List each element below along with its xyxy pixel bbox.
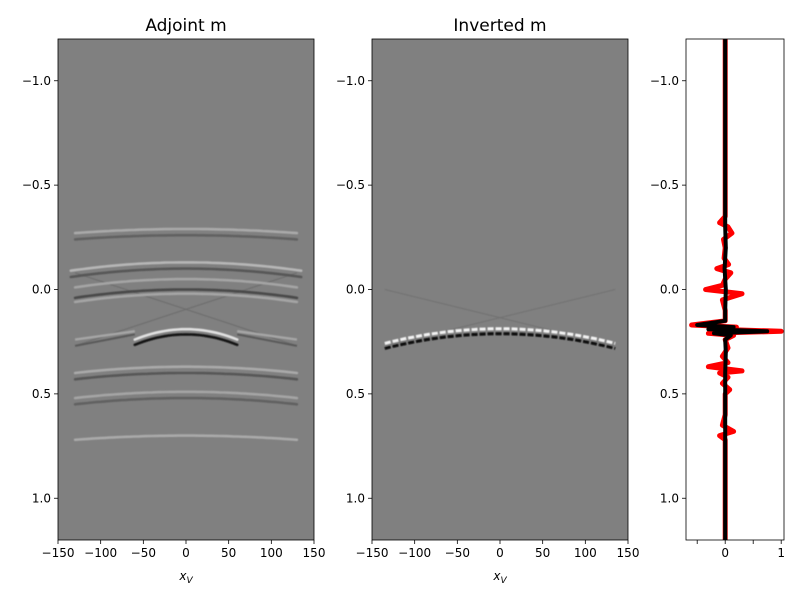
inverted-image-bg [372, 39, 628, 540]
inverted-axes: −1.0 −0.5 0.0 0.5 1.0 −150 −100 −50 0 50 100 150 [336, 74, 640, 560]
adjoint-event [73, 292, 299, 304]
trace-axes: −1.0 −0.5 0.0 0.5 1.0 0 1 [650, 74, 785, 560]
ytick-label: 1.0 [346, 491, 365, 505]
inverted-events [384, 288, 616, 350]
adjoint-flank-event [237, 333, 298, 347]
adjoint-event [73, 288, 299, 300]
adjoint-flank-event [74, 330, 135, 341]
ytick-label: −1.0 [650, 74, 679, 88]
xtick-label: 0 [721, 546, 729, 560]
ytick-label: 0.0 [660, 283, 679, 297]
adjoint-event [69, 267, 303, 279]
adjoint-event [73, 390, 299, 400]
adjoint-event [73, 227, 299, 235]
xtick-label: −150 [42, 546, 75, 560]
ytick-label: 1.0 [660, 491, 679, 505]
ytick-label: −0.5 [650, 178, 679, 192]
ytick-label: −0.5 [22, 178, 51, 192]
xtick-label: 1 [777, 546, 785, 560]
ytick-label: 0.0 [32, 283, 51, 297]
inverted-title: Inverted m [453, 16, 546, 36]
inverted-xlabel: xV [492, 569, 507, 586]
adjoint-event [69, 261, 303, 273]
xtick-label: 0 [496, 546, 504, 560]
trace-lines [689, 39, 784, 540]
xtick-label: −50 [445, 546, 470, 560]
adjoint-event [73, 371, 299, 381]
ytick-label: −1.0 [336, 74, 365, 88]
inverted-event-trough [384, 332, 616, 350]
panel-inverted: Inverted m −1.0 −0.5 0.0 0.5 1.0 −150 −100 −50 0… [336, 16, 640, 586]
crossing-line [384, 288, 616, 347]
ytick-label: −0.5 [336, 178, 365, 192]
trace-series-black [695, 39, 770, 540]
adjoint-axes: −1.0 −0.5 0.0 0.5 1.0 −150 −100 −50 0 50 100 150 [22, 74, 326, 560]
xtick-label: −100 [398, 546, 431, 560]
adjoint-xlabel: xV [178, 569, 193, 586]
xtick-label: 50 [535, 546, 550, 560]
xtick-label: 0 [182, 546, 190, 560]
adjoint-event [133, 327, 239, 341]
ytick-label: −1.0 [22, 74, 51, 88]
adjoint-event [73, 277, 299, 289]
xtick-label: 150 [303, 546, 326, 560]
ytick-label: 0.5 [660, 387, 679, 401]
adjoint-event [133, 333, 239, 347]
panel-adjoint: Adjoint m −1.0 −0.5 0.0 0.5 1.0 −150 −100 −50 0 5… [22, 16, 326, 586]
trace-bg [686, 39, 784, 540]
ytick-label: 0.0 [346, 283, 365, 297]
adjoint-event [73, 365, 299, 375]
adjoint-events [69, 227, 303, 442]
xtick-label: −100 [84, 546, 117, 560]
adjoint-flank-event [237, 330, 298, 341]
adjoint-event [73, 233, 299, 241]
inverted-event-peak [384, 327, 616, 345]
adjoint-flank-event [74, 333, 135, 347]
xtick-label: 100 [260, 546, 283, 560]
ytick-label: 0.5 [346, 387, 365, 401]
xtick-label: 100 [574, 546, 597, 560]
xtick-label: 50 [221, 546, 236, 560]
panel-trace: −1.0 −0.5 0.0 0.5 1.0 0 1 [650, 38, 785, 560]
ytick-label: 0.5 [32, 387, 51, 401]
xtick-label: −50 [131, 546, 156, 560]
ytick-label: 1.0 [32, 491, 51, 505]
adjoint-event [73, 434, 299, 442]
adjoint-event [73, 396, 299, 406]
xtick-label: 150 [617, 546, 640, 560]
adjoint-title: Adjoint m [145, 16, 226, 36]
xtick-label: −150 [356, 546, 389, 560]
